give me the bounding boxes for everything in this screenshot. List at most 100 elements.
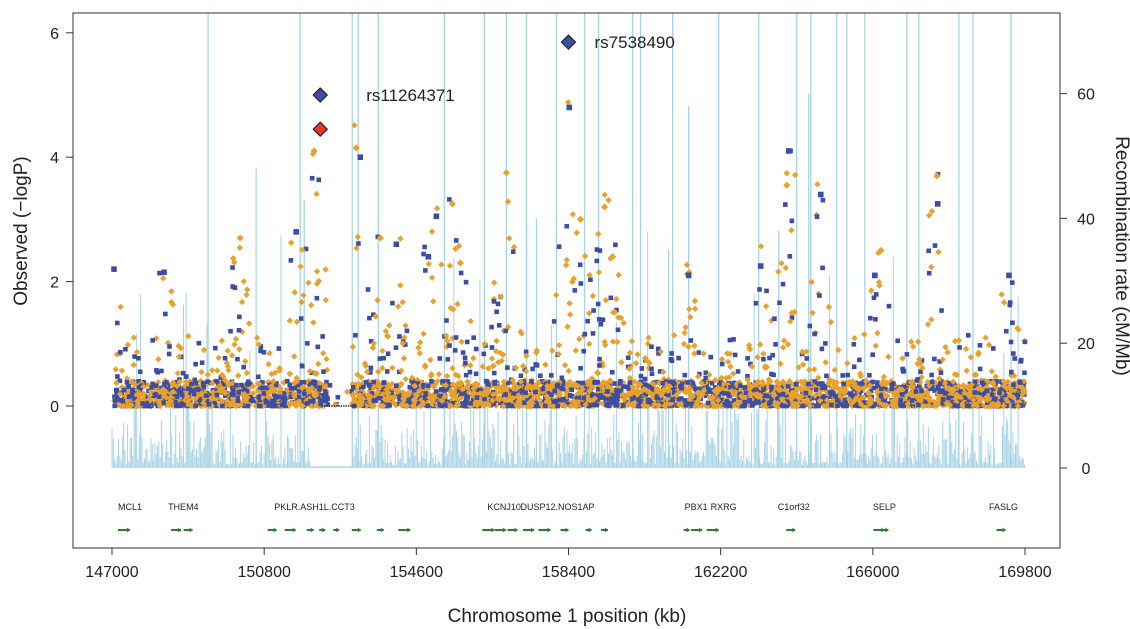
typed-snp-point [879,386,884,391]
typed-snp-point [778,392,784,398]
imputed-snp-point [175,353,183,360]
typed-snp-point [551,319,557,324]
imputed-snp-point [133,348,141,356]
imputed-snp-point [724,358,732,366]
typed-snp-point [282,396,288,401]
typed-snp-point [136,379,142,384]
typed-snp-point [1011,351,1016,356]
typed-snp-point [824,373,829,379]
imputed-snp-point [786,378,793,385]
typed-snp-point [422,395,428,401]
imputed-snp-point [230,255,237,262]
imputed-snp-point [581,252,589,260]
typed-snp-point [886,401,891,407]
typed-snp-point [404,328,410,334]
imputed-snp-point [907,379,915,386]
typed-snp-point [982,391,987,396]
typed-snp-point [246,379,251,385]
typed-snp-point [117,378,123,384]
typed-snp-point [600,317,606,323]
typed-snp-point [649,386,655,391]
typed-snp-point [486,382,491,388]
typed-snp-point [205,379,210,384]
baseline-dot [347,405,350,407]
typed-snp-point [112,394,117,400]
typed-snp-point [813,387,819,393]
imputed-snp-point [795,400,803,407]
imputed-snp-point [998,390,1006,397]
typed-snp-point [951,382,957,387]
typed-snp-point [737,391,742,396]
baseline-dot [342,405,345,407]
imputed-snp-point [223,359,231,367]
typed-snp-point [685,380,690,385]
x-tick-label: 150800 [237,564,290,581]
typed-snp-point [437,356,443,361]
typed-snp-point [861,400,866,405]
imputed-snp-point [168,288,175,295]
typed-snp-point [818,394,824,400]
typed-snp-point [385,351,391,357]
typed-snp-point [688,338,694,343]
imputed-snp-point [391,394,398,401]
imputed-snp-point [718,356,726,363]
typed-snp-point [153,391,159,397]
typed-snp-point [298,316,304,321]
typed-snp-point [613,242,618,248]
typed-snp-point [769,387,774,393]
typed-snp-point [725,391,731,396]
imputed-snp-point [306,368,314,375]
typed-snp-point [682,372,688,378]
imputed-snp-point [313,280,321,287]
imputed-snp-point [519,362,527,370]
typed-snp-point [408,393,414,399]
typed-snp-point [981,382,987,388]
typed-snp-point [873,292,879,297]
imputed-snp-point [473,401,481,409]
typed-snp-point [977,366,983,372]
typed-snp-point [433,213,440,220]
imputed-snp-point [608,386,615,394]
typed-snp-point [444,318,449,323]
typed-snp-point [782,403,787,409]
typed-snp-point [918,369,923,375]
typed-snp-point [617,388,622,394]
typed-snp-point [727,403,733,409]
imputed-snp-point [632,360,640,367]
typed-snp-point [324,379,329,385]
typed-snp-point [632,394,638,400]
imputed-snp-point [747,390,754,397]
typed-snp-point [742,399,748,405]
typed-snp-point [163,311,168,317]
imputed-snp-point [634,391,641,398]
imputed-snp-point [270,378,277,385]
imputed-snp-point [536,389,543,396]
imputed-snp-point [291,289,298,296]
imputed-snp-point [882,379,890,387]
imputed-snp-point [409,402,417,410]
typed-snp-point [604,401,610,407]
typed-snp-point [886,303,892,309]
typed-snp-point [444,387,450,392]
imputed-snp-point [140,383,147,390]
imputed-snp-point [313,268,321,275]
imputed-snp-point [311,370,319,377]
typed-snp-point [752,395,758,401]
imputed-snp-point [312,402,320,409]
typed-snp-point [671,381,677,387]
typed-snp-point [201,384,207,390]
imputed-snp-point [509,377,517,384]
typed-snp-point [425,253,432,260]
typed-snp-point [491,401,496,407]
imputed-snp-point [866,382,874,389]
snp-points-layer [111,99,1029,410]
typed-snp-point [498,400,503,406]
typed-snp-point [518,373,524,379]
imputed-snp-point [236,346,243,353]
imputed-snp-point [564,393,571,400]
typed-snp-point [165,386,170,392]
typed-snp-point [630,397,635,403]
typed-snp-point [288,258,294,263]
imputed-snp-point [517,378,525,385]
typed-snp-point [496,323,502,328]
